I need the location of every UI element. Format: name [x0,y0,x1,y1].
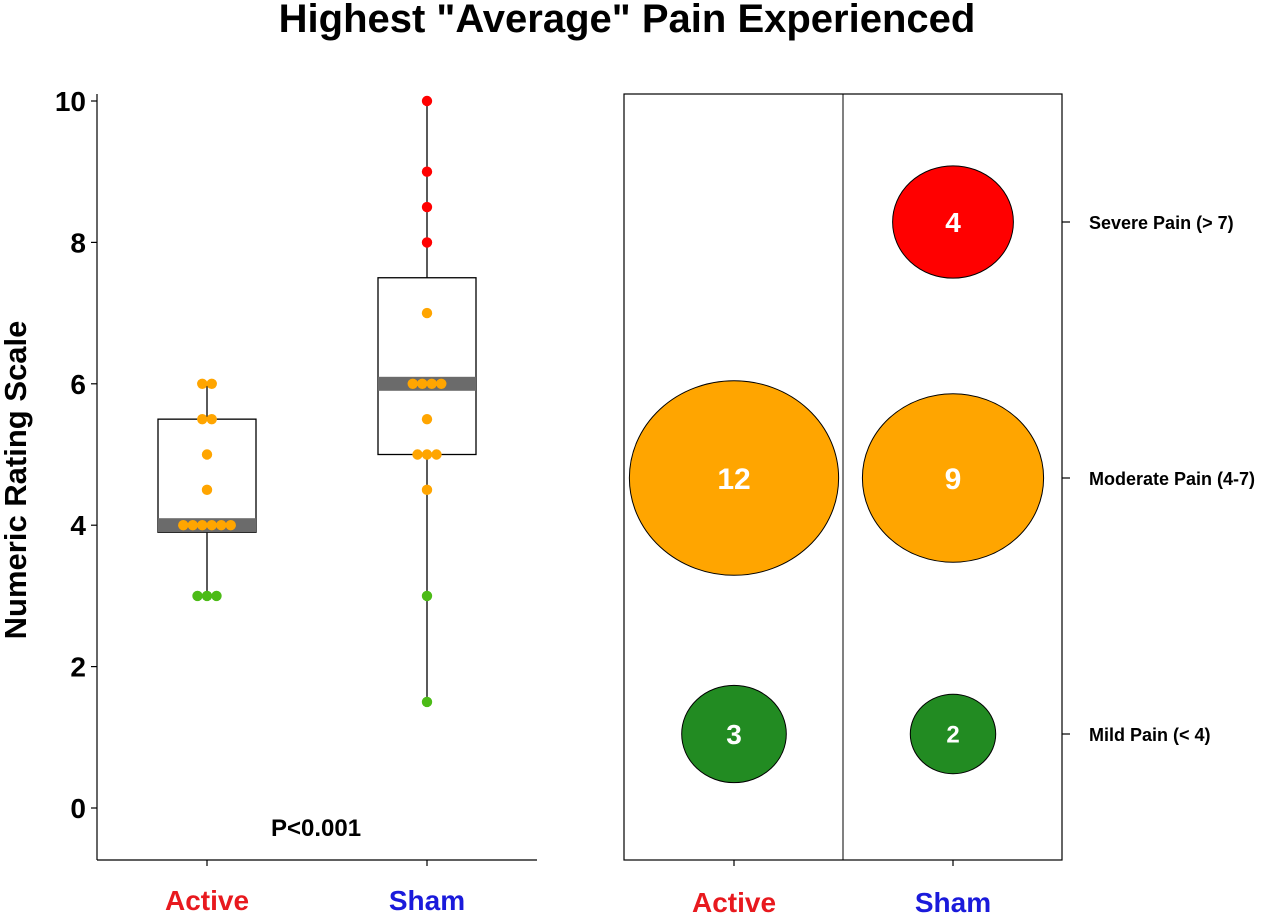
bubble-count-label: 3 [726,719,742,750]
box-plot-panel: 0 2 4 6 8 10 Active Sham P<0.001 [55,86,537,915]
bubble-active-mild-pain-4: 3 [681,684,787,784]
bubble-mark [681,684,787,784]
data-point-sham [407,378,418,389]
y-tick-label: 2 [70,652,86,683]
y-tick-label: 0 [70,793,86,824]
bubble-mark [892,165,1014,279]
y-tick-label: 10 [55,86,86,117]
bubble-count-label: 4 [945,207,961,238]
p-value-annotation: P<0.001 [271,815,361,842]
data-point-sham [421,166,433,177]
data-point-sham [421,413,433,425]
y-tick-label: 6 [70,369,86,400]
data-point-sham [421,307,433,319]
box-iqr [377,277,477,456]
box-iqr [157,418,257,533]
data-point-active [225,520,236,531]
x-tick-label-sham: Sham [389,885,465,915]
x-tick-label-active: Active [692,887,776,915]
bubble-sham-moderate-pain-4-7: 9 [861,393,1045,563]
box-sham [377,101,477,702]
y-tick-label: 8 [70,227,86,258]
data-point-active [197,520,208,531]
data-point-sham [421,696,433,708]
data-point-active [192,590,203,602]
bubble-mark [861,393,1045,563]
data-point-active [197,413,208,425]
bubble-panel: Severe Pain (> 7) Moderate Pain (4-7) Mild… [623,93,1255,915]
bubble-mark [909,693,997,775]
data-point-sham [417,378,428,389]
bubble-active-moderate-pain-4-7: 12 [628,380,840,576]
y-tick-label: 4 [70,510,86,541]
data-point-sham [412,449,423,460]
data-point-active [197,378,208,389]
data-point-active [201,590,213,602]
data-point-sham [421,201,433,213]
level-label-mild-pain-4: Mild Pain (< 4) [1089,725,1211,745]
data-point-active [201,449,213,460]
level-label-moderate-pain-4-7: Moderate Pain (4-7) [1089,469,1255,489]
data-point-sham [421,590,433,602]
data-point-active [178,520,189,531]
x-tick-label-sham: Sham [915,887,991,915]
bubble-mark [628,380,840,576]
data-point-sham [421,449,433,460]
y-axis-label: Numeric Rating Scale [0,321,33,640]
x-tick-label-active: Active [165,885,249,915]
bubble-count-label: 9 [945,463,962,496]
data-point-active [206,378,217,389]
data-point-sham [426,378,437,389]
data-point-active [216,520,227,531]
bubble-sham-severe-pain-7: 4 [892,165,1014,279]
data-point-sham [421,484,433,496]
data-point-active [201,484,213,496]
bubble-sham-mild-pain-4: 2 [909,693,997,775]
data-point-active [211,590,222,602]
data-point-sham [436,378,447,389]
level-label-severe-pain-7: Severe Pain (> 7) [1089,213,1234,233]
data-point-active [206,520,217,531]
chart-title: Highest "Average" Pain Experienced [279,0,976,41]
bubble-count-label: 12 [717,463,750,496]
data-point-sham [421,95,433,107]
bubble-count-label: 2 [946,722,959,749]
data-point-active [206,413,217,425]
data-point-active [187,520,198,531]
data-point-sham [421,237,433,248]
data-point-sham [431,449,442,460]
